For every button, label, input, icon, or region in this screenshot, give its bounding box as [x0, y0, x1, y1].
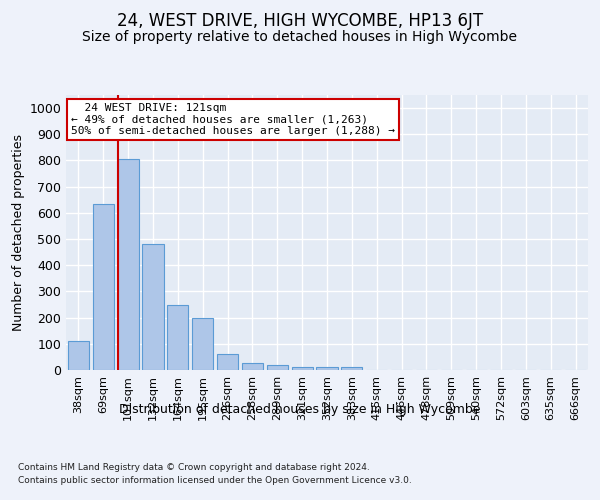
Bar: [192, 318, 213, 370]
Bar: [316, 368, 338, 370]
Bar: [217, 354, 238, 370]
Text: Contains public sector information licensed under the Open Government Licence v3: Contains public sector information licen…: [18, 476, 412, 485]
Bar: [93, 204, 114, 370]
Text: Size of property relative to detached houses in High Wycombe: Size of property relative to detached ho…: [83, 30, 517, 44]
Text: 24, WEST DRIVE, HIGH WYCOMBE, HP13 6JT: 24, WEST DRIVE, HIGH WYCOMBE, HP13 6JT: [117, 12, 483, 30]
Bar: [242, 362, 263, 370]
Bar: [167, 304, 188, 370]
Bar: [118, 159, 139, 370]
Y-axis label: Number of detached properties: Number of detached properties: [12, 134, 25, 331]
Text: 24 WEST DRIVE: 121sqm
← 49% of detached houses are smaller (1,263)
50% of semi-d: 24 WEST DRIVE: 121sqm ← 49% of detached …: [71, 104, 395, 136]
Text: Distribution of detached houses by size in High Wycombe: Distribution of detached houses by size …: [119, 402, 481, 415]
Bar: [68, 341, 89, 370]
Text: Contains HM Land Registry data © Crown copyright and database right 2024.: Contains HM Land Registry data © Crown c…: [18, 462, 370, 471]
Bar: [142, 244, 164, 370]
Bar: [267, 366, 288, 370]
Bar: [341, 368, 362, 370]
Bar: [292, 367, 313, 370]
